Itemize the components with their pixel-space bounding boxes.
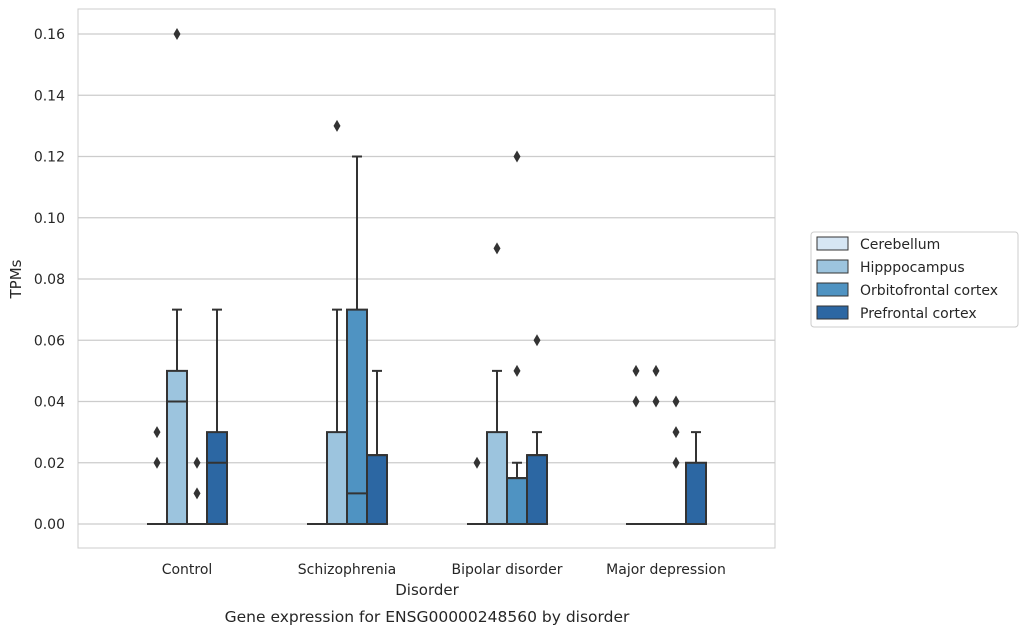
x-axis-label: Disorder <box>395 581 459 599</box>
legend-frame <box>810 231 1019 328</box>
y-tick-label: 0.08 <box>34 272 65 288</box>
outlier-point <box>473 456 481 469</box>
legend-label: Hipppocampus <box>860 260 965 276</box>
box-plot <box>326 119 348 525</box>
box-plot <box>206 308 228 525</box>
outlier-point <box>672 456 680 469</box>
outlier-point <box>193 487 201 500</box>
legend-label: Orbitofrontal cortex <box>860 283 998 299</box>
y-tick-label: 0.02 <box>34 456 65 472</box>
legend-swatch <box>816 305 849 320</box>
y-tick-label: 0.00 <box>34 517 65 533</box>
legend-label: Prefrontal cortex <box>860 306 977 322</box>
outlier-point <box>153 456 161 469</box>
outlier-point <box>513 364 521 377</box>
outlier-point <box>153 426 161 439</box>
box-plot <box>646 364 666 525</box>
outlier-point <box>173 28 181 40</box>
box-plot <box>366 369 388 525</box>
outlier-point <box>533 334 541 347</box>
y-tick-label: 0.06 <box>34 333 65 349</box>
box <box>486 431 508 525</box>
x-tick-labels: Control Schizophrenia Bipolar disorder Majo… <box>162 562 726 578</box>
box-plot <box>685 431 707 525</box>
box-plot <box>166 28 188 525</box>
y-axis-label: TPMs <box>7 259 25 299</box>
x-tick-label: Major depression <box>606 562 726 578</box>
box <box>526 454 548 525</box>
outlier-point <box>652 395 660 408</box>
outlier-point <box>513 150 521 163</box>
outlier-point <box>672 395 680 408</box>
x-tick-label: Bipolar disorder <box>451 562 562 578</box>
outlier-point <box>193 456 201 469</box>
box <box>685 461 707 525</box>
y-tick-label: 0.14 <box>34 88 65 104</box>
box-plot <box>626 364 646 525</box>
box-plot <box>526 334 548 525</box>
box-plot <box>666 395 686 525</box>
chart-caption: Gene expression for ENSG00000248560 by d… <box>225 608 630 626</box>
box <box>506 477 528 525</box>
legend-swatch <box>816 236 849 251</box>
box-plot <box>187 456 207 525</box>
box <box>206 431 228 525</box>
box-plot <box>147 426 167 525</box>
outlier-point <box>672 426 680 439</box>
outlier-point <box>493 242 501 255</box>
outlier-point <box>333 119 341 132</box>
legend-swatch <box>816 259 849 274</box>
box-plot <box>506 150 528 525</box>
box-plot <box>486 242 508 525</box>
box-layer <box>147 28 707 525</box>
outlier-point <box>632 364 640 377</box>
outlier-point <box>632 395 640 408</box>
y-tick-label: 0.16 <box>34 27 65 43</box>
box <box>326 431 348 525</box>
box-plot <box>346 155 368 525</box>
legend-label: Cerebellum <box>860 237 940 253</box>
y-tick-label: 0.10 <box>34 211 65 227</box>
legend: Cerebellum Hipppocampus Orbitofrontal cort… <box>810 231 1019 328</box>
box <box>366 454 388 525</box>
box <box>346 308 368 525</box>
legend-swatch <box>816 282 849 297</box>
box-plot <box>467 456 487 525</box>
plot-frame <box>77 8 776 549</box>
outlier-point <box>652 364 660 377</box>
y-tick-labels: 0.00 0.02 0.04 0.06 0.08 0.10 0.12 0.14 0.16 <box>34 27 65 533</box>
box <box>166 369 188 525</box>
x-tick-label: Control <box>162 562 213 578</box>
x-tick-label: Schizophrenia <box>298 562 396 578</box>
y-tick-label: 0.12 <box>34 150 65 166</box>
y-tick-label: 0.04 <box>34 395 65 411</box>
